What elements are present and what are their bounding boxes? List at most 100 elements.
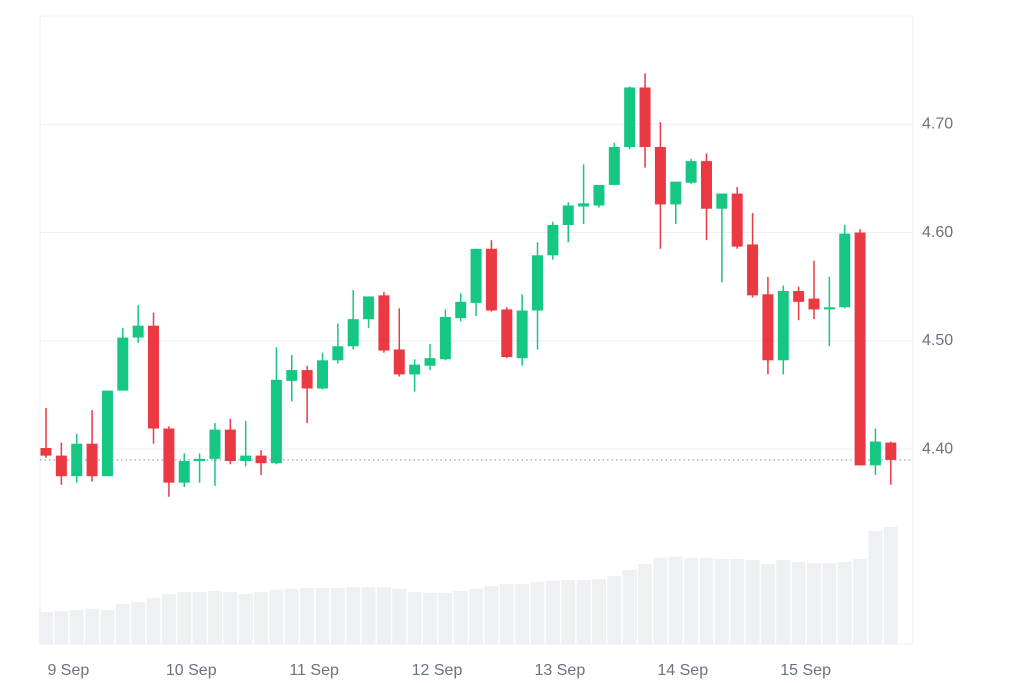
volume-bar — [39, 612, 53, 644]
candle-body — [363, 296, 375, 320]
candle-body — [747, 244, 759, 296]
y-tick-label: 4.70 — [922, 115, 953, 132]
volume-bar — [883, 527, 898, 644]
volume-bar — [791, 562, 806, 644]
candle-body — [808, 298, 820, 310]
candle-body — [624, 87, 636, 148]
volume-bar — [607, 576, 622, 644]
volume-bar — [591, 579, 606, 644]
candle-body — [516, 310, 528, 359]
volume-bar — [853, 559, 868, 644]
volume-bar — [699, 558, 714, 644]
volume-bar — [484, 586, 499, 644]
candle-body — [393, 349, 405, 375]
candle-body — [286, 370, 298, 381]
candle-body — [608, 147, 620, 185]
volume-bar — [192, 592, 207, 644]
volume-bar — [284, 589, 299, 644]
candle-body — [194, 458, 206, 462]
candle-body — [409, 364, 421, 375]
x-tick-label: 15 Sep — [780, 662, 831, 679]
candle-body — [163, 428, 175, 483]
volume-bar — [453, 591, 468, 644]
volume-bar — [100, 610, 115, 644]
volume-bar — [269, 590, 284, 644]
candle-body — [132, 325, 144, 338]
candle-body — [301, 370, 313, 389]
volume-bar — [638, 564, 653, 644]
candle-body — [716, 193, 728, 209]
volume-bar — [161, 594, 176, 644]
candle-body — [823, 307, 835, 310]
volume-bar — [131, 602, 146, 644]
candle-body — [255, 455, 267, 464]
candle-body — [316, 360, 328, 389]
candle-body — [455, 301, 467, 319]
volume-bar — [407, 592, 422, 644]
volume-bar — [177, 592, 192, 644]
candle-body — [839, 233, 851, 308]
volume-bar — [438, 593, 453, 644]
candle-body — [777, 291, 789, 361]
y-tick-label: 4.40 — [922, 440, 953, 457]
volume-bar — [807, 563, 821, 644]
volume-bar — [545, 581, 560, 644]
x-tick-label: 13 Sep — [535, 662, 586, 679]
volume-bar — [207, 591, 222, 644]
volume-bar — [576, 580, 591, 644]
x-tick-label: 11 Sep — [289, 662, 339, 679]
candle-body — [578, 203, 590, 207]
volume-bar — [868, 531, 883, 644]
candle-body — [424, 358, 436, 366]
volume-bar — [776, 560, 791, 644]
volume-bar — [315, 588, 330, 644]
volume-bar — [530, 582, 545, 644]
volume-bar — [146, 598, 161, 644]
candle-body — [869, 441, 881, 466]
candle-body — [593, 184, 605, 206]
volume-bar — [254, 592, 269, 644]
candle-body — [532, 255, 544, 311]
candle-body — [854, 232, 866, 466]
candle-body — [562, 205, 574, 225]
volume-bar — [822, 563, 837, 644]
volume-bar — [653, 558, 668, 644]
candle-body — [885, 442, 897, 460]
candle-body — [101, 390, 113, 477]
volume-bar — [730, 559, 745, 644]
volume-bar — [376, 587, 391, 644]
candle-body — [470, 248, 482, 303]
volume-bar — [561, 580, 576, 644]
volume-bar — [330, 588, 345, 644]
candle-body — [86, 443, 98, 477]
volume-bar — [515, 584, 530, 644]
candle-body — [178, 461, 190, 483]
candle-body — [685, 161, 697, 183]
x-tick-label: 14 Sep — [657, 662, 708, 679]
volume-bar — [622, 570, 637, 644]
volume-bar — [668, 557, 683, 644]
candle-body — [654, 147, 666, 205]
candle-body — [501, 309, 513, 358]
candle-body — [332, 346, 344, 361]
volume-bar — [85, 609, 100, 644]
candle-body — [378, 295, 390, 351]
candle-body — [270, 379, 282, 464]
candle-body — [700, 161, 712, 209]
candle-body — [55, 455, 67, 477]
x-tick-label: 10 Sep — [166, 662, 217, 679]
volume-bar — [300, 588, 315, 644]
volume-bar — [223, 592, 238, 644]
candle-body — [762, 294, 774, 361]
candle-body — [71, 443, 83, 477]
volume-bar — [684, 558, 699, 644]
candle-body — [148, 325, 160, 429]
volume-bar — [69, 610, 84, 644]
volume-bar — [469, 589, 484, 644]
volume-bar — [392, 589, 407, 644]
candle-body — [485, 248, 497, 311]
volume-bar — [361, 587, 376, 644]
candle-body — [240, 455, 252, 462]
volume-bar — [423, 593, 437, 644]
candle-body — [731, 193, 743, 247]
